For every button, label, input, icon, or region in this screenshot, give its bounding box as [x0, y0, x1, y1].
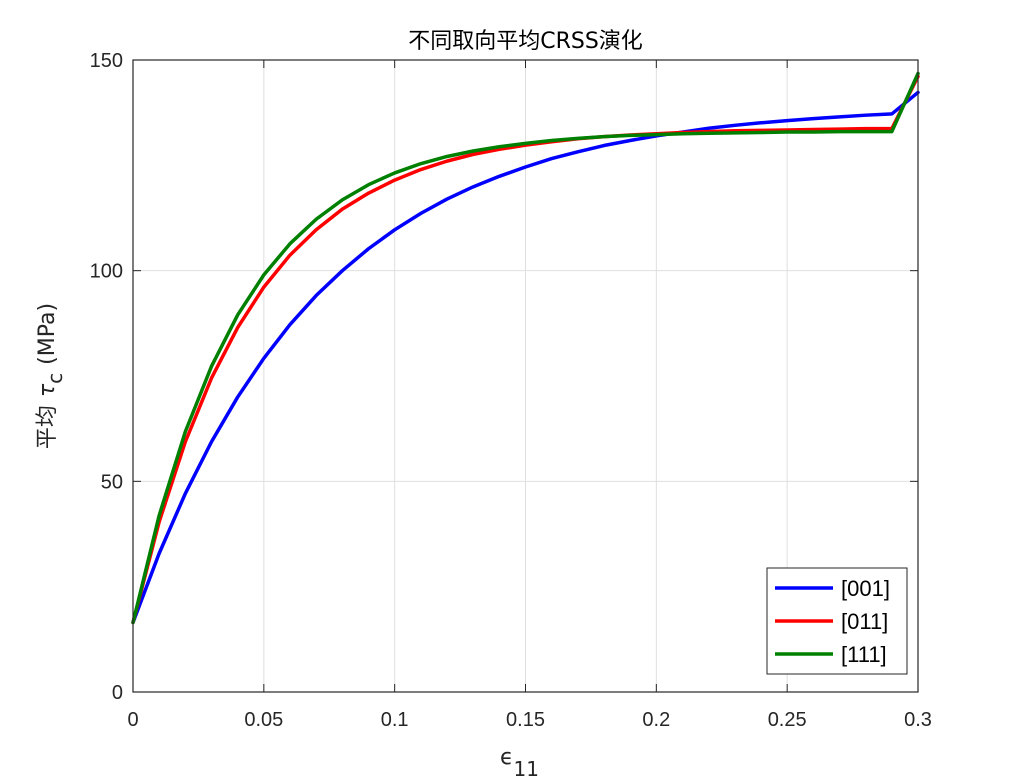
- x-tick-label: 0.25: [768, 709, 807, 731]
- chart-title: 不同取向平均CRSS演化: [408, 29, 643, 54]
- x-axis-subscript: 11: [514, 757, 539, 781]
- series-layer: [131, 71, 920, 625]
- y-tick-label: 100: [90, 261, 123, 283]
- y-tick-label: 0: [112, 682, 123, 704]
- y-tick-label: 150: [90, 50, 123, 72]
- x-tick-label: 0.2: [642, 709, 670, 731]
- x-tick-label: 0: [127, 709, 138, 731]
- y-axis-prefix: 平均: [35, 405, 60, 449]
- x-axis-label: ϵ11: [500, 745, 539, 781]
- legend-label-2: [111]: [841, 642, 887, 667]
- y-axis-symbol: τ: [35, 383, 60, 397]
- y-tick-label: 50: [101, 471, 123, 493]
- legend: [001] [011] [111]: [766, 567, 908, 675]
- legend-label-1: [011]: [841, 609, 888, 634]
- series-line-0: [131, 90, 920, 625]
- x-axis-symbol: ϵ: [500, 745, 514, 770]
- x-tick-label: 0.3: [904, 709, 932, 731]
- legend-label-0: [001]: [841, 576, 890, 601]
- x-tick-label: 0.15: [506, 709, 545, 731]
- x-tick-label: 0.1: [381, 709, 409, 731]
- x-tick-label: 0.05: [244, 709, 283, 731]
- axis-ticks: 0 0.05 0.1 0.15 0.2 0.25 0.3 0 50 100 150: [90, 50, 932, 731]
- y-axis-label: 平均 τc (MPa): [35, 303, 67, 449]
- y-axis-unit: (MPa): [35, 303, 60, 365]
- y-axis-subscript: c: [43, 373, 67, 384]
- series-line-2: [131, 71, 920, 625]
